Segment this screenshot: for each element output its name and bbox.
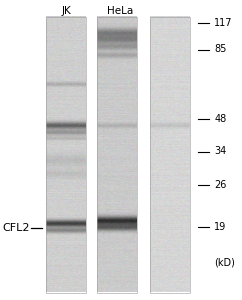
Bar [150, 16, 190, 292]
Text: (kD): (kD) [214, 257, 235, 268]
Text: 19: 19 [214, 221, 227, 232]
Text: 26: 26 [214, 179, 227, 190]
Text: 117: 117 [214, 17, 233, 28]
Text: 85: 85 [214, 44, 227, 55]
Text: CFL2: CFL2 [2, 223, 30, 233]
Bar [46, 16, 86, 292]
Text: JK: JK [62, 6, 71, 16]
Bar [97, 16, 137, 292]
Text: HeLa: HeLa [107, 6, 133, 16]
Text: 34: 34 [214, 146, 227, 157]
Text: 48: 48 [214, 113, 227, 124]
